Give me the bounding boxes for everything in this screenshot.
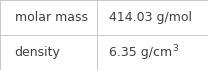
Text: 414.03 g/mol: 414.03 g/mol: [109, 11, 192, 24]
Text: density: density: [15, 46, 61, 59]
Text: molar mass: molar mass: [15, 11, 88, 24]
Text: 6.35 g/cm: 6.35 g/cm: [109, 46, 172, 59]
Text: 3: 3: [172, 44, 178, 53]
